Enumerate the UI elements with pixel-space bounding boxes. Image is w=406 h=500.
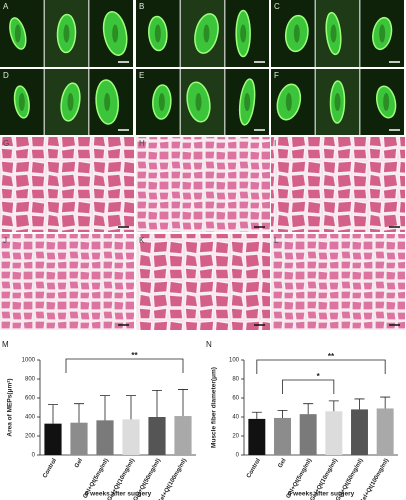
y-tick-label: 600 xyxy=(25,396,36,402)
significance-bracket xyxy=(282,379,335,394)
endplate-detail xyxy=(67,93,74,111)
significance-mark: * xyxy=(317,372,321,381)
panel-label: D xyxy=(3,71,9,80)
panel-label: F xyxy=(274,71,279,80)
endplate-detail xyxy=(158,93,165,111)
panel-label: B xyxy=(139,2,144,11)
bar xyxy=(325,411,343,455)
panel-label: C xyxy=(274,2,280,11)
x-tick-label: Gel xyxy=(74,458,84,470)
y-tick-label: 40 xyxy=(232,415,239,421)
panel-label: L xyxy=(274,236,279,245)
error-bar xyxy=(380,396,391,409)
panel-label: I xyxy=(274,139,276,148)
x-tick-label: Gel xyxy=(278,458,288,470)
endplate-detail xyxy=(104,93,111,111)
panel-label: M xyxy=(2,340,9,349)
panel-label: H xyxy=(139,139,145,148)
endplate-detail xyxy=(240,24,247,43)
y-tick-label: 400 xyxy=(25,415,36,421)
x-tick-label: Gel+Qt(100mg/ml) xyxy=(157,458,188,500)
y-tick-label: 0 xyxy=(236,453,240,459)
y-tick-label: 800 xyxy=(25,377,36,383)
endplate-detail xyxy=(18,93,25,111)
panel-label: A xyxy=(3,2,9,11)
histology-image xyxy=(136,234,270,330)
endplate-detail xyxy=(154,24,161,43)
endplate-detail xyxy=(379,24,386,43)
error-bar xyxy=(354,398,365,410)
histology-image xyxy=(0,234,134,330)
error-bar xyxy=(152,390,162,417)
error-bar xyxy=(126,395,136,420)
significance-mark: ** xyxy=(328,352,335,361)
bar xyxy=(44,423,62,455)
bar xyxy=(122,419,140,455)
bar xyxy=(351,409,368,455)
error-bar xyxy=(328,400,339,412)
histology-image xyxy=(0,137,134,232)
bar xyxy=(96,420,114,455)
x-axis-label: 6 weeks after surgery xyxy=(288,491,355,498)
bar xyxy=(299,414,317,455)
endplate-detail xyxy=(195,93,202,111)
histology-image xyxy=(271,234,405,330)
panel-label: G xyxy=(3,139,9,148)
x-tick-label: Gel+Qt(100mg/ml) xyxy=(359,458,390,500)
endplate-detail xyxy=(244,93,251,111)
y-axis-label: Area of MEPs(μm²) xyxy=(7,378,14,436)
endplate-detail xyxy=(203,24,210,43)
error-bar xyxy=(277,409,288,418)
error-bar xyxy=(74,403,84,423)
histology-image xyxy=(271,137,405,232)
endplate-detail xyxy=(383,93,390,111)
x-tick-label: Control xyxy=(246,458,262,480)
y-tick-label: 200 xyxy=(25,434,36,440)
endplate-detail xyxy=(285,93,292,111)
bar xyxy=(70,422,88,455)
micrographs xyxy=(0,0,405,330)
y-tick-label: 1000 xyxy=(22,358,36,364)
bar xyxy=(174,416,192,455)
y-tick-label: 80 xyxy=(232,377,239,383)
error-bar xyxy=(303,403,314,415)
x-tick-label: Control xyxy=(42,458,58,480)
y-tick-label: 100 xyxy=(229,358,240,364)
bar xyxy=(248,418,266,455)
error-bar xyxy=(48,404,58,424)
error-bar xyxy=(178,389,188,417)
y-axis-label: Muscle fiber diameter(μm) xyxy=(211,367,218,448)
error-bar xyxy=(251,411,262,419)
endplate-detail xyxy=(63,24,70,43)
panel-label: E xyxy=(139,71,144,80)
error-bar xyxy=(100,395,110,421)
bar xyxy=(376,408,394,455)
panel-label: J xyxy=(3,236,7,245)
endplate-detail xyxy=(14,24,21,43)
endplate-detail xyxy=(112,24,119,43)
endplate-detail xyxy=(334,93,341,111)
y-tick-label: 60 xyxy=(232,396,239,402)
histology-image xyxy=(136,137,270,232)
endplate-detail xyxy=(330,24,337,43)
y-tick-label: 0 xyxy=(32,453,36,459)
panel-label: N xyxy=(206,340,212,349)
significance-mark: ** xyxy=(131,351,138,360)
bar xyxy=(274,417,291,455)
bar xyxy=(148,417,166,455)
x-axis-label: 6 weeks after surgery xyxy=(85,491,152,498)
significance-bracket xyxy=(256,359,386,374)
endplate-detail xyxy=(293,24,300,43)
y-tick-label: 20 xyxy=(232,434,239,440)
panel-labels: A B C D E F G H I J K L xyxy=(3,2,280,245)
significance-bracket xyxy=(65,358,184,373)
panel-label: K xyxy=(139,236,145,245)
